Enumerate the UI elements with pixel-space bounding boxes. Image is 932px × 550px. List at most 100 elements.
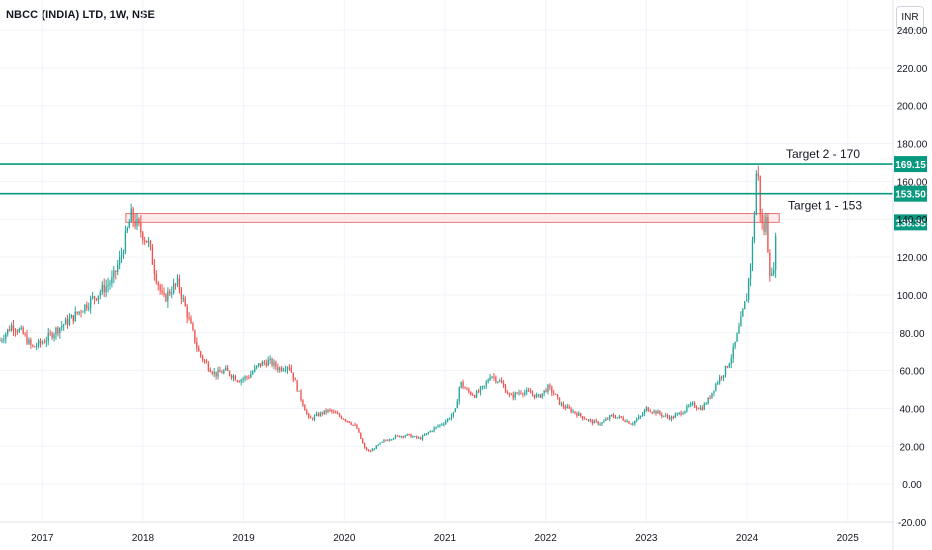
candle: [510, 392, 512, 396]
candle-body: [564, 406, 567, 409]
candle: [246, 375, 248, 381]
candle: [418, 436, 420, 439]
candle: [281, 365, 283, 373]
candle-body: [203, 359, 206, 362]
candle-body: [147, 240, 150, 243]
candle-body: [22, 327, 24, 334]
candle-body: [749, 264, 752, 279]
candle: [703, 402, 705, 411]
candle: [732, 343, 734, 363]
candle: [171, 286, 173, 299]
candle-body: [529, 391, 532, 394]
candle-body: [165, 294, 167, 302]
candle-body: [414, 436, 416, 438]
candle: [624, 419, 626, 423]
candle: [636, 417, 638, 423]
candle: [595, 418, 597, 424]
candle: [543, 390, 545, 397]
price-label-box: [894, 156, 927, 173]
candle: [126, 226, 129, 234]
candle-body: [711, 392, 713, 399]
price-tick-label: 140.00: [897, 215, 928, 226]
candle-body: [381, 441, 383, 443]
candle: [493, 373, 495, 381]
candle-body: [464, 387, 466, 389]
candle-body: [16, 331, 19, 333]
candle: [720, 375, 723, 381]
candle-body: [53, 334, 55, 338]
candle: [228, 370, 231, 377]
candle-body: [697, 408, 700, 410]
candle: [323, 410, 325, 415]
candle-body: [568, 406, 570, 409]
candle-body: [639, 415, 642, 417]
candle: [408, 433, 410, 436]
candle: [485, 379, 487, 389]
candle: [416, 435, 418, 440]
candle: [470, 391, 472, 396]
currency-button[interactable]: INR: [896, 6, 924, 30]
candle: [282, 367, 285, 372]
candle-body: [309, 417, 312, 419]
candle-body: [62, 324, 65, 327]
candle-body: [80, 311, 82, 313]
candle-body: [402, 436, 404, 438]
candle-body: [130, 208, 132, 223]
candle-body: [773, 269, 775, 274]
candle-body: [720, 377, 723, 379]
candle: [165, 292, 167, 303]
candle: [651, 411, 653, 415]
candle-body: [20, 327, 22, 330]
candle-body: [213, 371, 215, 374]
candle-body: [209, 369, 211, 373]
candle-body: [286, 367, 289, 370]
candle-body: [18, 329, 20, 333]
candle: [425, 433, 428, 436]
candle: [113, 265, 115, 284]
candle-body: [126, 228, 129, 232]
candle-body: [425, 433, 428, 435]
candle-body: [107, 284, 109, 287]
candle: [300, 389, 302, 402]
candle-body: [358, 428, 360, 433]
candle-body: [84, 304, 86, 312]
candle-body: [759, 175, 761, 215]
candle-body: [242, 378, 244, 380]
candle: [80, 309, 82, 318]
candle: [734, 341, 736, 350]
candle-body: [634, 420, 636, 424]
candle: [8, 325, 11, 332]
candle: [132, 206, 134, 228]
candle-body: [421, 435, 424, 440]
candle: [742, 308, 744, 318]
candle: [757, 165, 759, 181]
candle-body: [284, 369, 287, 371]
candle-body: [282, 369, 285, 371]
candle: [558, 397, 561, 406]
candle-body: [122, 252, 125, 255]
candle-body: [674, 414, 676, 418]
candle-body: [91, 296, 94, 298]
candle: [346, 420, 348, 423]
candle: [109, 279, 111, 290]
candle: [232, 374, 235, 382]
candle: [363, 442, 366, 449]
candle: [196, 337, 198, 352]
candle-body: [257, 363, 260, 366]
candle: [186, 303, 188, 324]
candle: [45, 336, 47, 348]
candle-body: [350, 422, 352, 425]
candle-body: [636, 419, 638, 421]
candle-body: [553, 392, 555, 394]
candle: [180, 287, 183, 305]
candle: [352, 424, 354, 426]
candle-body: [32, 345, 34, 347]
candle: [693, 401, 696, 408]
candle: [223, 368, 225, 375]
candle: [655, 410, 657, 416]
candle: [227, 364, 229, 372]
candle: [244, 375, 246, 382]
candle: [421, 434, 424, 441]
candle: [591, 419, 594, 426]
